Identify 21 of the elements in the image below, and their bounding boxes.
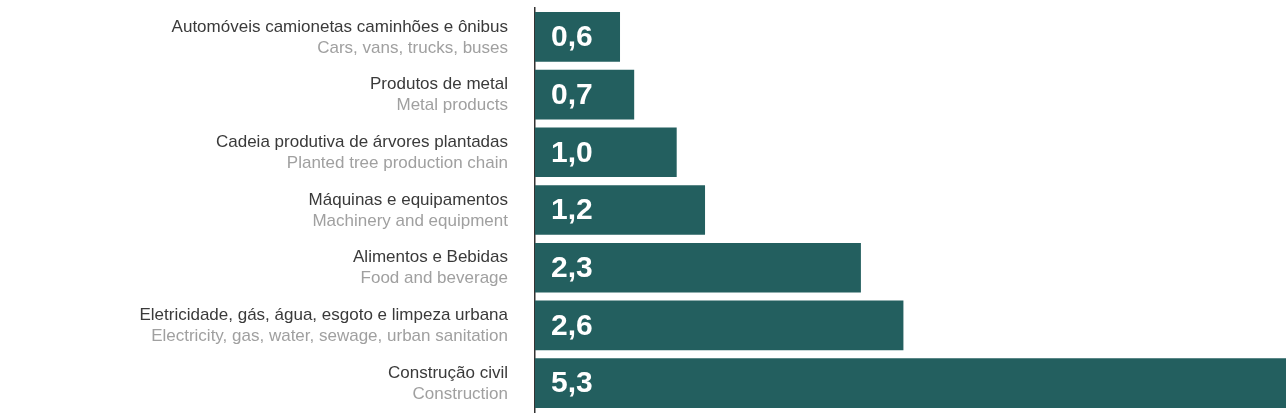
y-tick-label: Máquinas e equipamentos Machinery and equipment bbox=[308, 189, 509, 230]
data-label: 5,3 bbox=[551, 365, 593, 399]
y-tick-label: Construção civil Construction bbox=[388, 362, 508, 403]
data-label: 2,3 bbox=[551, 249, 593, 283]
bar bbox=[535, 12, 621, 62]
data-label: 1,0 bbox=[551, 134, 593, 168]
bar bbox=[535, 127, 677, 178]
y-tick-label: Alimentos e Bebidas Food and beverage bbox=[353, 247, 508, 288]
bar bbox=[535, 69, 635, 120]
y-tick-label: Eletricidade, gás, água, esgoto e limpeza urbana Electricity, gas, water, sewage, urban sanitation bbox=[139, 305, 509, 346]
y-tick-label: Produtos de metal Metal products bbox=[370, 74, 508, 115]
data-label: 1,2 bbox=[551, 192, 593, 226]
y-tick-label: Cadeia produtiva de árvores plantadas Planted tree production chain bbox=[215, 131, 508, 172]
data-label: 0,6 bbox=[551, 19, 593, 53]
data-label: 2,6 bbox=[551, 307, 593, 341]
y-tick-label: Automóveis camionetas caminhões e ônibus Cars, vans, trucks, buses bbox=[171, 16, 508, 57]
bar bbox=[535, 300, 904, 351]
data-label: 0,7 bbox=[551, 76, 593, 110]
bar bbox=[535, 185, 706, 235]
bar bbox=[535, 242, 861, 293]
bar bbox=[535, 358, 1286, 408]
